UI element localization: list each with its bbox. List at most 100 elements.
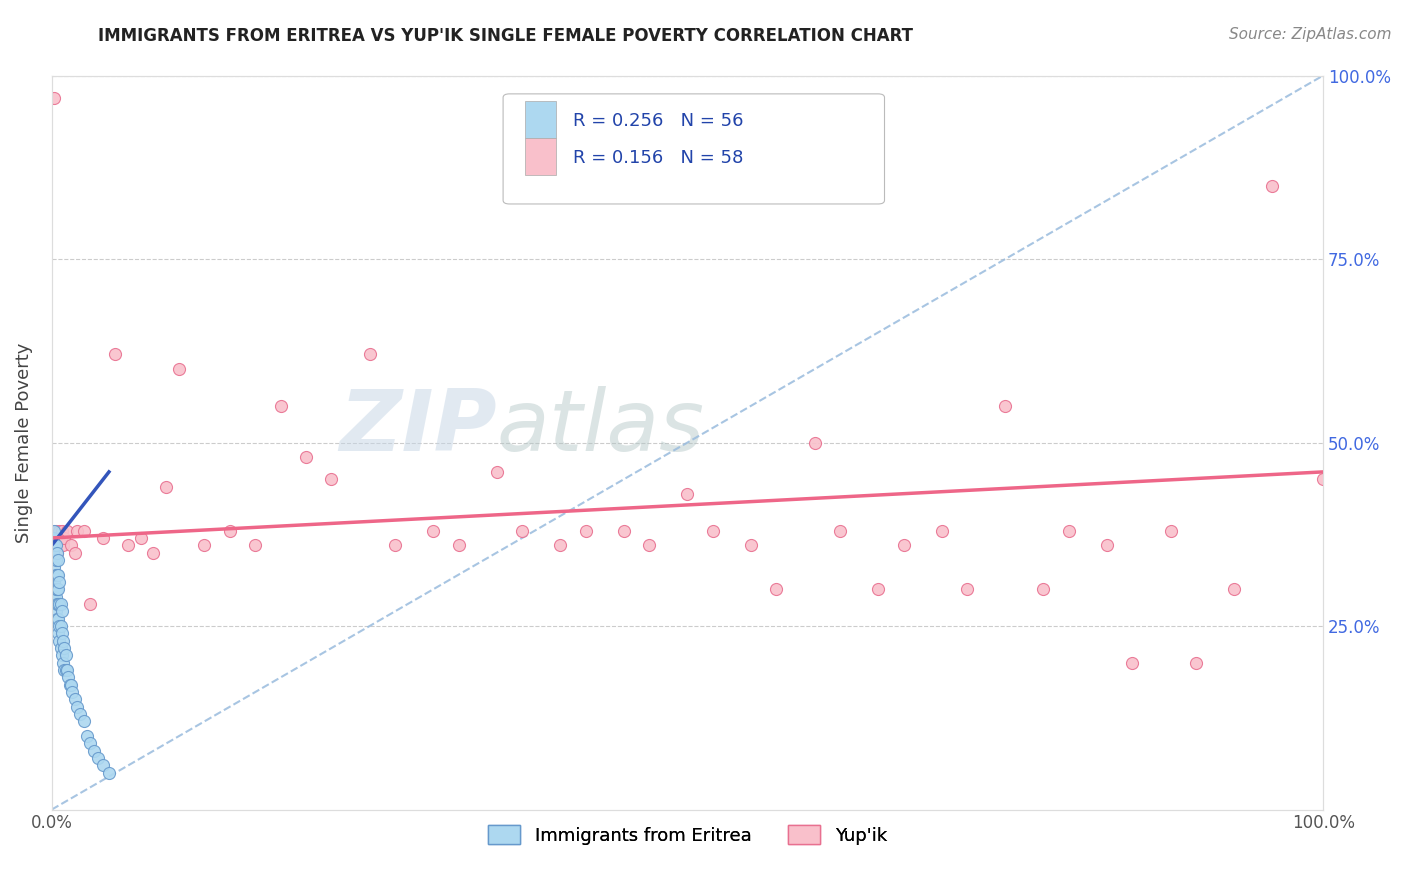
Point — [45, 524, 67, 538]
Point — [1160, 524, 1182, 538]
Point — [45, 553, 67, 567]
Point — [1223, 582, 1246, 597]
Point — [63, 546, 86, 560]
Text: Source: ZipAtlas.com: Source: ZipAtlas.com — [1229, 27, 1392, 42]
Point — [803, 435, 825, 450]
Point — [58, 678, 80, 692]
Point — [931, 524, 953, 538]
Point — [72, 524, 94, 538]
Point — [66, 524, 89, 538]
Point — [60, 685, 83, 699]
Text: R = 0.256   N = 56: R = 0.256 N = 56 — [574, 112, 744, 130]
Point — [42, 567, 65, 582]
Point — [46, 553, 69, 567]
Point — [510, 524, 533, 538]
FancyBboxPatch shape — [524, 101, 557, 138]
Point — [55, 663, 77, 677]
Point — [45, 567, 67, 582]
Point — [42, 531, 65, 545]
Point — [53, 531, 76, 545]
Point — [79, 736, 101, 750]
Point — [55, 648, 77, 663]
Point — [740, 538, 762, 552]
Point — [384, 538, 406, 552]
Point — [117, 538, 139, 552]
Point — [46, 612, 69, 626]
Point — [46, 626, 69, 640]
Point — [48, 597, 70, 611]
Point — [56, 524, 79, 538]
Point — [1121, 656, 1143, 670]
Point — [91, 531, 114, 545]
Point — [45, 546, 67, 560]
Point — [59, 678, 82, 692]
Point — [638, 538, 661, 552]
Point — [86, 751, 108, 765]
Point — [676, 487, 699, 501]
Point — [46, 582, 69, 597]
FancyBboxPatch shape — [503, 94, 884, 204]
Point — [1057, 524, 1080, 538]
Text: atlas: atlas — [496, 386, 704, 469]
Point — [359, 347, 381, 361]
Point — [1185, 656, 1208, 670]
Point — [56, 663, 79, 677]
Point — [243, 538, 266, 552]
Point — [167, 362, 190, 376]
Point — [485, 465, 508, 479]
Point — [49, 619, 72, 633]
Point — [550, 538, 572, 552]
Point — [58, 670, 80, 684]
Point — [49, 641, 72, 656]
Point — [46, 567, 69, 582]
Point — [613, 524, 636, 538]
Text: ZIP: ZIP — [339, 386, 496, 469]
Point — [52, 656, 75, 670]
Point — [828, 524, 851, 538]
Point — [956, 582, 979, 597]
Point — [66, 699, 89, 714]
Point — [63, 692, 86, 706]
Point — [91, 758, 114, 772]
Point — [79, 597, 101, 611]
Point — [1261, 178, 1284, 193]
Point — [44, 90, 66, 104]
Point — [44, 560, 66, 574]
Point — [765, 582, 787, 597]
Point — [45, 612, 67, 626]
Point — [45, 590, 67, 604]
Point — [48, 633, 70, 648]
Point — [49, 597, 72, 611]
Point — [76, 729, 98, 743]
Point — [51, 524, 73, 538]
Point — [702, 524, 724, 538]
Point — [994, 399, 1017, 413]
Point — [893, 538, 915, 552]
FancyBboxPatch shape — [524, 138, 557, 175]
Point — [45, 582, 67, 597]
Point — [321, 472, 343, 486]
Text: IMMIGRANTS FROM ERITREA VS YUP'IK SINGLE FEMALE POVERTY CORRELATION CHART: IMMIGRANTS FROM ERITREA VS YUP'IK SINGLE… — [98, 27, 914, 45]
Point — [97, 765, 120, 780]
Y-axis label: Single Female Poverty: Single Female Poverty — [15, 343, 32, 542]
Point — [422, 524, 444, 538]
Point — [45, 604, 67, 618]
Point — [270, 399, 292, 413]
Point — [48, 524, 70, 538]
Point — [104, 347, 127, 361]
Point — [295, 450, 318, 465]
Point — [44, 524, 66, 538]
Point — [51, 604, 73, 618]
Point — [129, 531, 152, 545]
Point — [51, 626, 73, 640]
Point — [83, 744, 105, 758]
Point — [53, 663, 76, 677]
Point — [1032, 582, 1054, 597]
Point — [46, 531, 69, 545]
Point — [1312, 472, 1334, 486]
Text: R = 0.156   N = 58: R = 0.156 N = 58 — [574, 149, 744, 167]
Point — [218, 524, 240, 538]
Point — [142, 546, 165, 560]
Point — [45, 546, 67, 560]
Point — [52, 633, 75, 648]
